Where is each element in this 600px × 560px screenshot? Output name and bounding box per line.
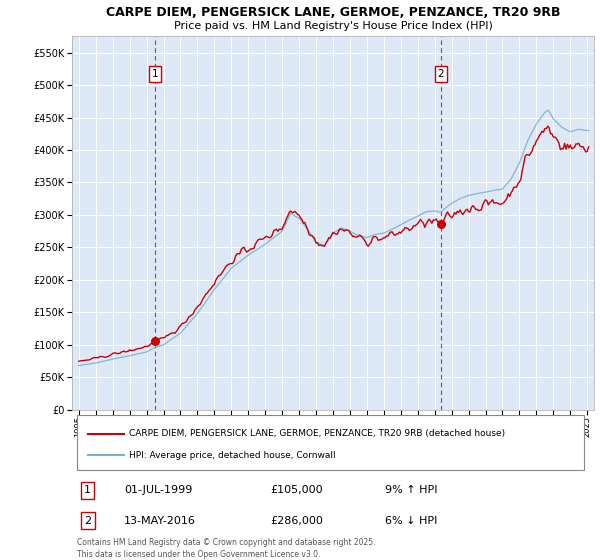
Text: 1: 1 xyxy=(84,486,91,496)
Text: £105,000: £105,000 xyxy=(271,486,323,496)
Point xyxy=(436,220,446,228)
Point xyxy=(150,337,160,346)
Text: CARPE DIEM, PENGERSICK LANE, GERMOE, PENZANCE, TR20 9RB (detached house): CARPE DIEM, PENGERSICK LANE, GERMOE, PEN… xyxy=(130,429,506,438)
Text: 2: 2 xyxy=(84,516,91,526)
Text: £286,000: £286,000 xyxy=(271,516,323,526)
Text: Contains HM Land Registry data © Crown copyright and database right 2025.
This d: Contains HM Land Registry data © Crown c… xyxy=(77,538,376,559)
FancyBboxPatch shape xyxy=(77,415,584,470)
Text: CARPE DIEM, PENGERSICK LANE, GERMOE, PENZANCE, TR20 9RB: CARPE DIEM, PENGERSICK LANE, GERMOE, PEN… xyxy=(106,6,560,18)
Text: Price paid vs. HM Land Registry's House Price Index (HPI): Price paid vs. HM Land Registry's House … xyxy=(173,21,493,31)
Text: 1: 1 xyxy=(152,69,158,79)
Text: 9% ↑ HPI: 9% ↑ HPI xyxy=(385,486,438,496)
Text: 01-JUL-1999: 01-JUL-1999 xyxy=(124,486,193,496)
Text: HPI: Average price, detached house, Cornwall: HPI: Average price, detached house, Corn… xyxy=(130,451,336,460)
Text: 2: 2 xyxy=(437,69,444,79)
Text: 6% ↓ HPI: 6% ↓ HPI xyxy=(385,516,437,526)
Text: 13-MAY-2016: 13-MAY-2016 xyxy=(124,516,196,526)
